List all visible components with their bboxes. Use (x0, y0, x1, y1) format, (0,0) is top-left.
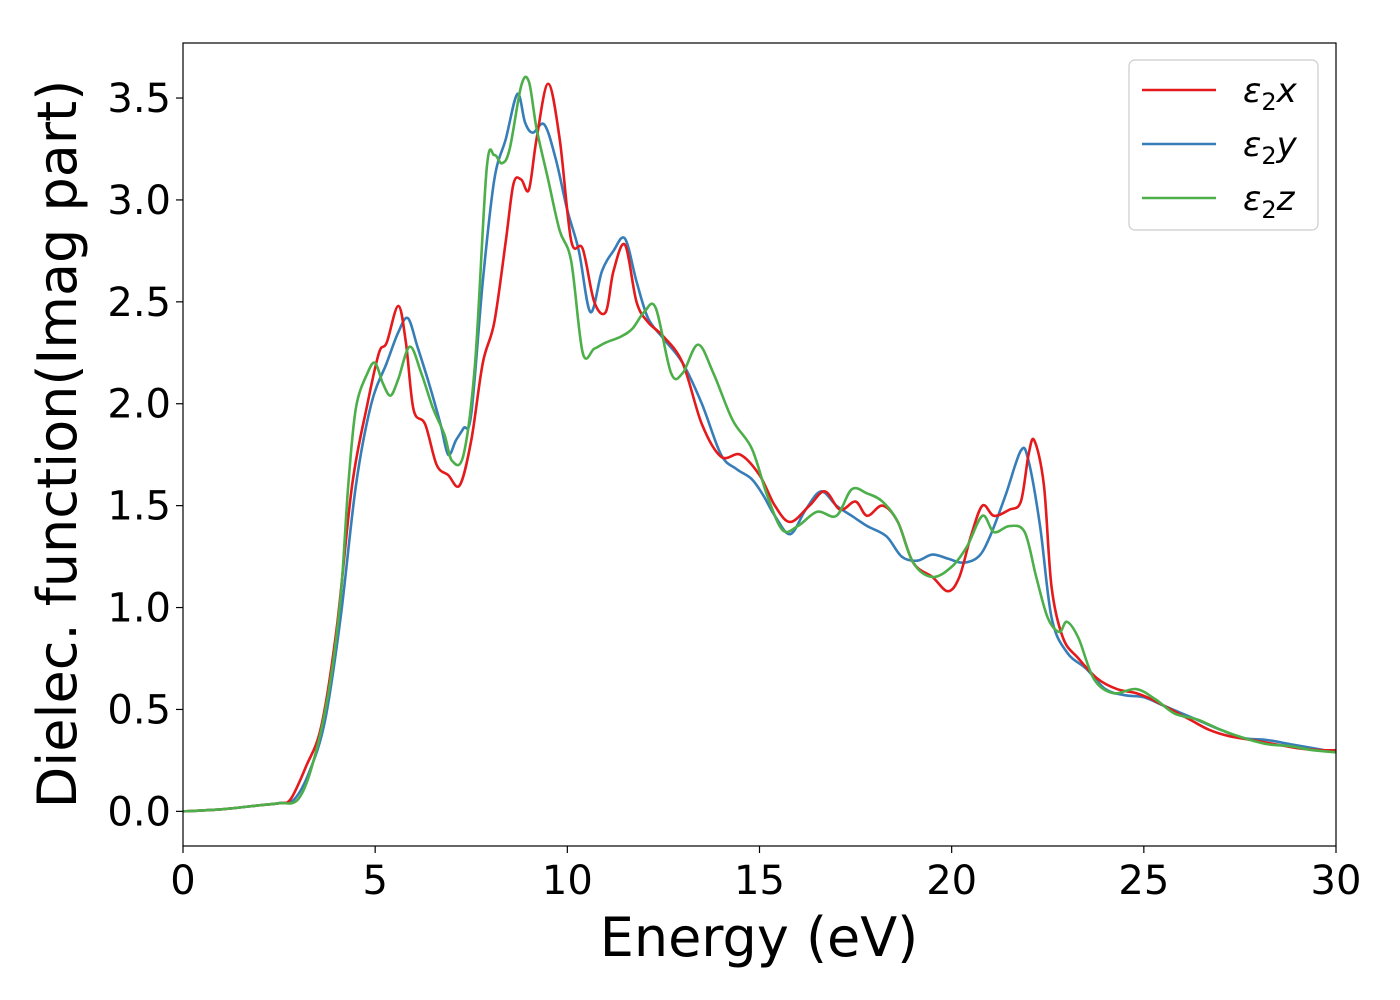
x-tick-label: 10 (542, 858, 593, 904)
y-tick-label: 0.0 (107, 789, 171, 835)
y-axis-ticks: 0.0 0.5 1.0 1.5 2.0 2.5 3.0 3.5 (107, 76, 183, 835)
y-tick-label: 2.0 (107, 382, 171, 428)
x-axis-label: Energy (eV) (600, 906, 919, 969)
y-tick-label: 3.5 (107, 76, 171, 122)
x-tick-label: 0 (170, 858, 195, 904)
y-tick-label: 1.5 (107, 484, 171, 530)
legend-label-x: ε2x (1243, 71, 1298, 116)
x-tick-label: 5 (362, 858, 387, 904)
x-tick-label: 15 (734, 858, 785, 904)
series-line-y (183, 92, 1336, 813)
series-line-z (183, 75, 1336, 813)
x-tick-label: 20 (926, 858, 977, 904)
legend-label-z: ε2z (1243, 179, 1296, 224)
legend: ε2x ε2y ε2z (1128, 59, 1319, 231)
series-layer (183, 75, 1336, 813)
legend-frame (1128, 59, 1319, 231)
series-line-x (183, 82, 1336, 813)
y-tick-label: 1.0 (107, 586, 171, 632)
x-tick-label: 30 (1311, 858, 1362, 904)
x-tick-label: 25 (1118, 858, 1169, 904)
plot-area-frame (182, 42, 1337, 847)
y-tick-label: 0.5 (107, 687, 171, 733)
x-axis-ticks: 0 5 10 15 20 25 30 (170, 846, 1361, 904)
legend-label-y: ε2y (1243, 125, 1298, 170)
y-tick-label: 3.0 (107, 178, 171, 224)
y-axis-label: Dielec. function(Imag part) (26, 80, 89, 809)
y-tick-label: 2.5 (107, 280, 171, 326)
